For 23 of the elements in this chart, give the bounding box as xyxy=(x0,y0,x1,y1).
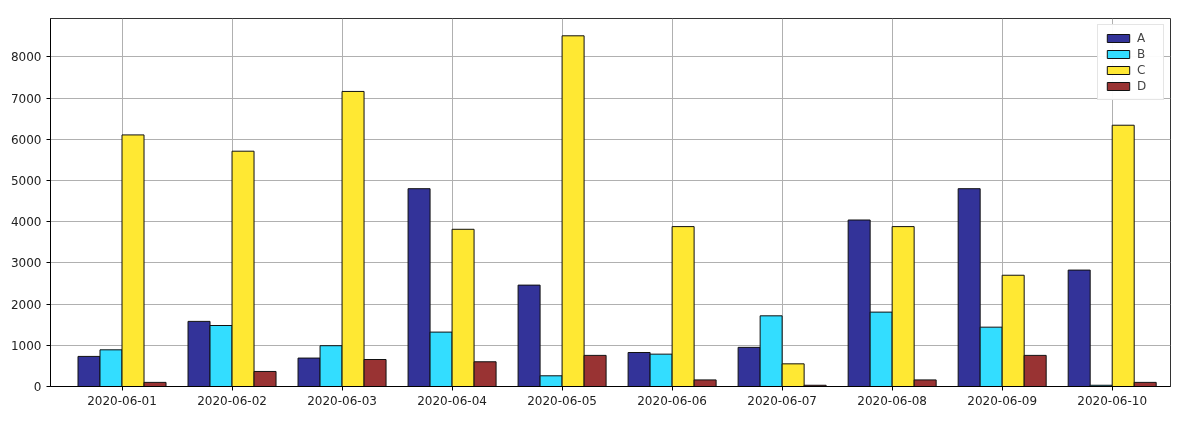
y-tick-label: 2000 xyxy=(10,297,42,312)
legend-label: C xyxy=(1137,63,1147,77)
legend-label: D xyxy=(1137,79,1148,93)
x-tick-label: 2020-06-03 xyxy=(307,393,377,408)
y-tick-label: 8000 xyxy=(10,50,42,65)
x-tick-label: 2020-06-08 xyxy=(857,393,928,408)
y-tick-label: 4000 xyxy=(10,215,42,230)
legend-label: A xyxy=(1137,31,1147,45)
x-tick-label: 2020-06-05 xyxy=(527,393,597,408)
legend-label: B xyxy=(1137,47,1147,61)
y-tick-label: 0 xyxy=(33,380,42,394)
x-tick-label: 2020-06-01 xyxy=(87,393,157,408)
x-tick-label: 2020-06-10 xyxy=(1077,393,1148,408)
y-tick-label: 5000 xyxy=(10,173,42,188)
x-tick-label: 2020-06-06 xyxy=(637,393,707,408)
y-tick-label: 1000 xyxy=(10,338,42,353)
x-tick-label: 2020-06-07 xyxy=(747,393,818,408)
y-tick-label: 7000 xyxy=(10,91,42,106)
x-tick-label: 2020-06-04 xyxy=(417,393,487,408)
x-tick-label: 2020-06-02 xyxy=(197,393,267,408)
y-tick-label: 3000 xyxy=(10,256,42,271)
x-tick-label: 2020-06-09 xyxy=(967,393,1038,408)
y-tick-label: 6000 xyxy=(10,132,42,147)
